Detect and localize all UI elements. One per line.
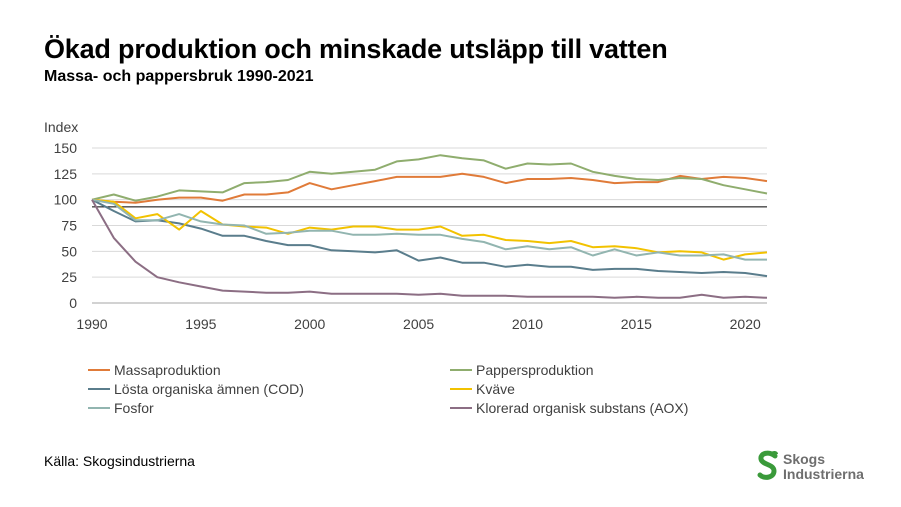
legend: Massaproduktion Pappersproduktion Lösta or… — [88, 361, 728, 417]
x-tick-label: 2015 — [621, 316, 652, 332]
x-tick-label: 2005 — [403, 316, 434, 332]
x-tick-labels: 1990 1995 2000 2005 2010 2015 2020 — [76, 316, 761, 332]
legend-label: Klorerad organisk substans (AOX) — [476, 400, 689, 416]
legend-swatch — [88, 388, 110, 390]
series-line — [91, 198, 768, 261]
legend-item: Lösta organiska ämnen (COD) — [88, 380, 450, 398]
x-tick-label: 2020 — [730, 316, 761, 332]
x-tick-label: 2000 — [294, 316, 325, 332]
chart-subtitle: Massa- och pappersbruk 1990-2021 — [44, 68, 314, 85]
legend-label: Lösta organiska ämnen (COD) — [114, 381, 304, 397]
s-leaf-icon — [757, 450, 778, 480]
legend-item: Klorerad organisk substans (AOX) — [450, 399, 728, 417]
line-chart: Index 0 25 50 75 100 125 150 1990 1995 2000 2005 2… — [44, 119, 768, 332]
legend-swatch — [450, 388, 472, 390]
series-line — [91, 198, 767, 261]
series-line — [91, 154, 768, 202]
series-line — [91, 199, 768, 299]
legend-label: Massaproduktion — [114, 362, 221, 378]
y-tick-label: 0 — [69, 295, 77, 311]
legend-label: Fosfor — [114, 400, 154, 416]
gridlines — [92, 147, 767, 304]
chart-title: Ökad produktion och minskade utsläpp til… — [44, 34, 668, 64]
series-line — [91, 172, 768, 204]
legend-label: Kväve — [476, 381, 515, 397]
y-tick-label: 25 — [61, 269, 77, 285]
legend-swatch — [88, 407, 110, 409]
y-tick-label: 50 — [61, 243, 77, 259]
y-axis-label: Index — [44, 119, 78, 135]
legend-item: Kväve — [450, 380, 728, 398]
legend-label: Pappersproduktion — [476, 362, 594, 378]
logo-line-1: Skogs — [783, 451, 826, 467]
legend-swatch — [450, 369, 472, 371]
y-tick-label: 75 — [61, 218, 77, 234]
y-tick-label: 150 — [54, 140, 78, 156]
source-note: Källa: Skogsindustrierna — [44, 453, 195, 469]
series-lines — [91, 154, 768, 299]
legend-item: Pappersproduktion — [450, 361, 728, 379]
series-line — [91, 198, 768, 278]
x-tick-label: 2010 — [512, 316, 543, 332]
x-tick-label: 1990 — [76, 316, 107, 332]
y-tick-label: 125 — [54, 166, 78, 182]
logo: Skogs Industrierna — [756, 450, 864, 484]
logo-line-2: Industrierna — [783, 466, 864, 482]
legend-item: Fosfor — [88, 399, 450, 417]
legend-swatch — [450, 407, 472, 409]
legend-item: Massaproduktion — [88, 361, 450, 379]
y-tick-label: 100 — [54, 192, 78, 208]
x-tick-label: 1995 — [185, 316, 216, 332]
legend-swatch — [88, 369, 110, 371]
y-tick-labels: 0 25 50 75 100 125 150 — [54, 140, 78, 311]
